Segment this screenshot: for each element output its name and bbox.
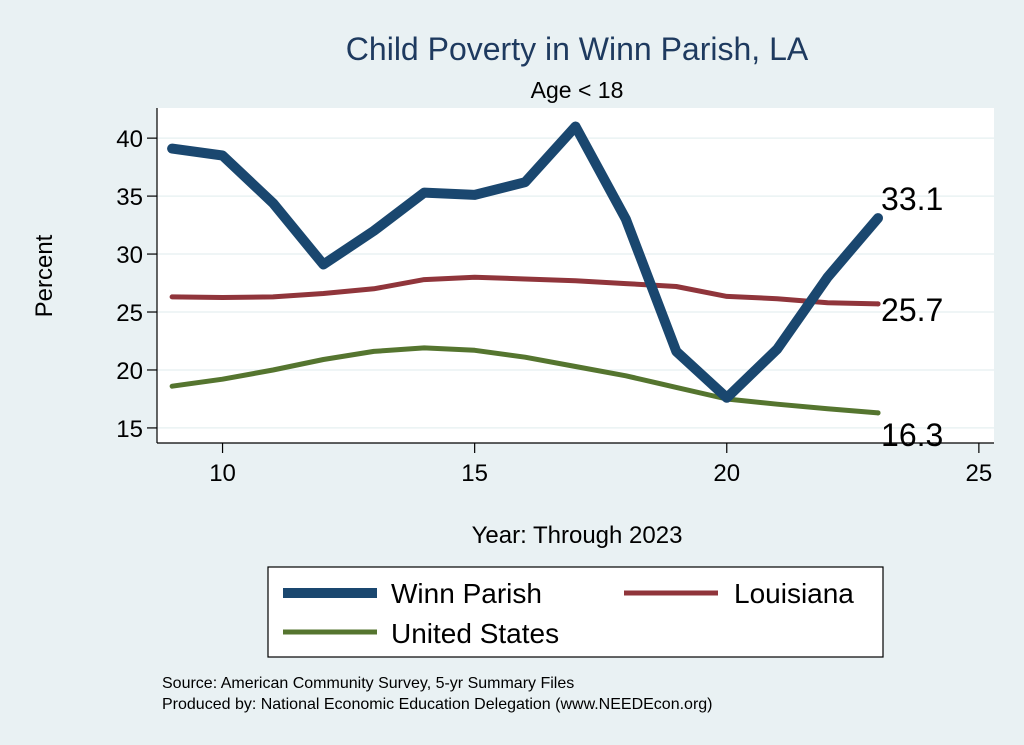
y-axis-title: Percent [31,234,58,317]
legend-label-united-states: United States [391,618,559,649]
chart-subtitle: Age < 18 [531,77,624,103]
series-line-louisiana [169,274,881,307]
legend-item-winn-parish: Winn Parish [283,578,542,609]
end-marker-united-states [875,410,881,416]
y-tick-label-30: 30 [116,242,143,269]
y-tick-label-35: 35 [116,184,143,211]
series-line-winn-parish [167,121,883,403]
chart-title: Child Poverty in Winn Parish, LA [346,31,809,67]
legend-label-winn-parish: Winn Parish [391,578,542,609]
plot-area [157,108,994,443]
x-tick-label-25: 25 [966,460,993,487]
end-label-united-states: 16.3 [881,417,943,453]
x-ticks: 10 15 20 25 [209,443,992,487]
y-tick-label-15: 15 [116,416,143,443]
y-tick-label-40: 40 [116,126,143,153]
y-tick-label-25: 25 [116,300,143,327]
legend-label-louisiana: Louisiana [734,578,854,609]
series-line-united-states [169,345,881,416]
y-tick-label-20: 20 [116,358,143,385]
x-axis-title: Year: Through 2023 [472,522,683,549]
legend-item-louisiana: Louisiana [624,578,854,609]
legend [267,566,884,658]
end-marker-winn-parish [875,215,881,221]
x-tick-label-20: 20 [713,460,740,487]
legend-item-united-states: United States [283,618,559,649]
end-labels: 33.1 25.7 16.3 [881,181,943,453]
end-marker-louisiana [875,301,881,307]
series-lines [167,121,883,416]
gridlines [157,137,994,429]
x-tick-label-15: 15 [461,460,488,487]
axes [156,108,994,444]
end-label-winn-parish: 33.1 [881,181,943,217]
end-label-louisiana: 25.7 [881,292,943,328]
x-tick-label-10: 10 [209,460,236,487]
y-ticks: 15 20 25 30 35 40 [116,126,157,443]
source-line-1: Source: American Community Survey, 5-yr … [162,675,574,692]
source-line-2: Produced by: National Economic Education… [162,696,713,713]
